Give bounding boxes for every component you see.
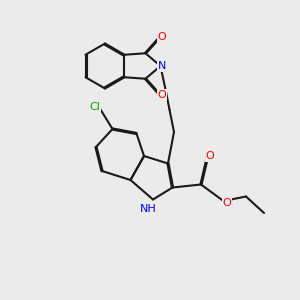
Text: O: O [158,90,166,100]
Text: NH: NH [140,203,157,214]
Text: N: N [158,61,166,71]
Text: Cl: Cl [89,101,100,112]
Text: O: O [158,32,166,42]
Text: O: O [206,151,214,161]
Text: O: O [223,198,232,208]
